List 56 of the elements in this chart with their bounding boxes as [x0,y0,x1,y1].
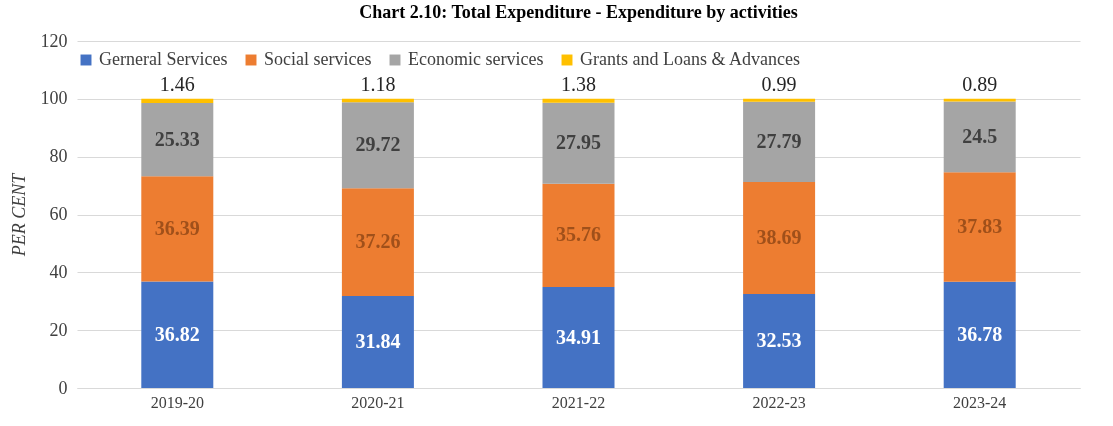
y-tick-label: 0 [58,377,68,398]
bar [943,101,1016,173]
x-tick-label: 2021-22 [551,393,606,411]
bar [542,183,615,288]
data-label: 1.18 [360,72,396,95]
legend-label: Economic services [408,49,544,69]
chart-title: Chart 2.10: Total Expenditure - Expenditure by activities [359,2,798,22]
x-tick-label: 2020-21 [351,393,405,411]
data-label: 29.72 [355,133,401,156]
bar [341,188,414,296]
y-tick-label: 120 [40,30,68,51]
y-tick-label: 40 [49,261,68,282]
bar [141,103,214,177]
y-tick-label: 80 [49,146,68,167]
data-label: 27.95 [556,131,601,154]
bar [141,176,214,282]
bar [743,98,816,102]
x-tick-label: 2023-24 [953,393,1007,411]
legend-label: Gerneral Services [99,49,228,69]
data-label: 31.84 [355,329,401,352]
data-label: 37.26 [355,230,401,253]
bar [141,98,214,104]
data-label: 32.53 [756,328,802,351]
data-label: 1.46 [159,72,195,95]
y-tick-label: 100 [40,88,68,109]
data-label: 34.91 [556,325,601,348]
y-tick-label: 60 [49,204,68,224]
legend-label: Grants and Loans & Advances [580,49,800,69]
bar [341,295,414,388]
data-label: 27.79 [756,129,802,152]
data-label: 37.83 [957,214,1003,237]
data-label: 0.89 [962,72,998,95]
bar [542,102,615,184]
data-label: 36.78 [957,322,1003,345]
data-label: 25.33 [154,127,200,150]
data-label: 36.39 [154,216,200,239]
bar [943,281,1016,388]
y-axis-title: PER CENT [8,171,29,258]
bar [141,281,214,388]
bar [743,101,816,183]
data-label: 0.99 [761,72,797,95]
x-tick-label: 2019-20 [150,393,204,411]
bar [943,172,1016,282]
y-tick-label: 20 [49,319,68,340]
data-label: 24.5 [962,124,998,147]
data-label: 1.38 [561,72,596,95]
legend-label: Social services [264,49,372,69]
x-tick-label: 2022-23 [752,393,806,411]
bar [743,182,816,294]
data-label: 38.69 [756,225,802,248]
data-label: 36.82 [154,322,200,345]
bar [542,287,615,388]
bar [743,293,816,388]
bar [341,102,414,189]
data-label: 35.76 [556,223,601,246]
bar [542,98,615,103]
